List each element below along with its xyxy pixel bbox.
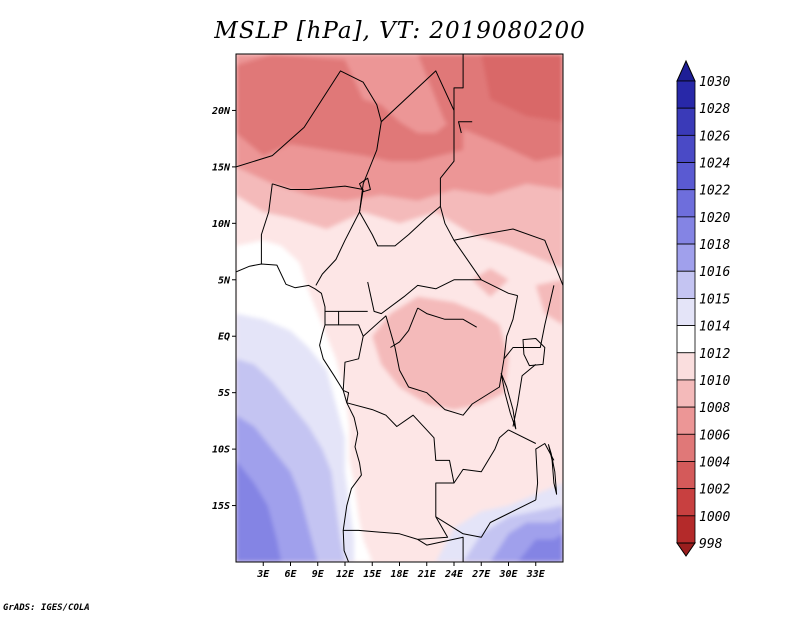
border-line-11: [325, 310, 340, 326]
border-line-16: [435, 499, 537, 538]
lon-tick-label: 3E: [256, 569, 270, 580]
border-line-18: [535, 443, 555, 500]
lat-tick-label: 20N: [211, 106, 231, 117]
low-1006-west: [236, 54, 464, 162]
border-line-1: [380, 70, 455, 207]
lake-chad: [359, 177, 371, 193]
high-1020-core: [236, 460, 282, 562]
colorbar-level-label: 1030: [699, 75, 730, 90]
map-title: MSLP [hPa], VT: 2019080200: [214, 18, 586, 44]
colorbar-segment: [676, 189, 696, 218]
colorbar-top-extension: [676, 59, 696, 82]
lon-tick-label: 12E: [336, 569, 355, 580]
colorbar-segment: [676, 515, 696, 544]
colorbar-level-label: 1004: [699, 455, 730, 470]
lat-tick-label: 15N: [212, 162, 231, 173]
colorbar-segment: [676, 298, 696, 326]
colorbar-bottom-extension: [676, 542, 696, 557]
colorbar-level-label: 1018: [699, 238, 730, 253]
lon-tick-label: 18E: [390, 569, 409, 580]
border-line-23: [343, 389, 350, 403]
lon-tick-label: 21E: [417, 569, 437, 580]
lat-tick-label: 10S: [212, 445, 230, 456]
colorbar-segment: [676, 325, 696, 354]
colorbar-level-label: 1020: [699, 211, 730, 226]
border-line-7: [272, 183, 364, 190]
border-line-4: [453, 228, 563, 286]
lon-tick-label: 27E: [471, 569, 491, 580]
lon-tick-label: 6E: [284, 569, 297, 580]
low-1010-east: [535, 279, 563, 325]
colorbar-segment: [676, 80, 696, 109]
lon-tick-label: 9E: [312, 569, 325, 580]
lon-tick-label: 15E: [363, 569, 382, 580]
atlantic-coastline: [236, 263, 362, 562]
lon-tick-label: 24E: [444, 569, 464, 580]
border-line-14: [343, 402, 455, 540]
lat-tick-label: 5S: [218, 388, 230, 399]
colorbar-level-label: 1016: [699, 265, 730, 280]
lat-tick-label: 10N: [212, 219, 231, 230]
colorbar: 1030 1028 1026 1024 1022 1020 1018 1016 1015 1014…: [676, 59, 730, 557]
low-1004-northeast: [481, 54, 563, 122]
lake-tanganyika: [500, 373, 517, 430]
boundaries-layer: [236, 54, 563, 562]
border-line-2: [453, 54, 464, 111]
colorbar-segment: [676, 107, 696, 136]
colorbar-level-label: 1000: [699, 510, 730, 525]
high-1020-southeast: [517, 533, 563, 562]
colorbar-level-label: 1015: [699, 292, 730, 307]
colorbar-segment: [676, 379, 696, 408]
low-1010-congo: [372, 296, 509, 410]
colorbar-level-label: 1008: [699, 401, 730, 416]
border-line-0: [236, 70, 382, 168]
lat-tick-label: EQ: [218, 332, 230, 343]
colorbar-segment: [676, 243, 696, 272]
colorbar-level-label: 1006: [699, 428, 730, 443]
border-line-19: [508, 429, 537, 444]
lat-tick-label: 15S: [212, 501, 230, 512]
border-line-22: [458, 121, 473, 134]
colorbar-level-label: 1002: [699, 483, 730, 498]
colorbar-segment: [676, 461, 696, 490]
colorbar-segment: [676, 406, 696, 435]
colorbar-segment: [676, 488, 696, 517]
border-line-5: [359, 121, 382, 213]
river-congo-west: [390, 307, 419, 348]
lat-tick-label: 5N: [218, 275, 231, 286]
colorbar-segment: [676, 352, 696, 381]
border-line-8: [315, 211, 360, 286]
grads-credit: GrADS: IGES/COLA: [3, 603, 90, 613]
colorbar-segment: [676, 216, 696, 245]
field-shading: [236, 54, 563, 562]
colorbar-level-label: 1012: [699, 347, 730, 362]
lake-malawi: [548, 444, 558, 495]
lake-victoria: [522, 338, 546, 367]
colorbar-level-label: 1022: [699, 184, 730, 199]
lon-tick-label: 33E: [526, 569, 546, 580]
colorbar-segment: [676, 433, 696, 462]
colorbar-level-label: 1026: [699, 129, 730, 144]
colorbar-level-label: 1010: [699, 374, 730, 389]
low-1010-cafr: [472, 268, 509, 297]
colorbar-level-label: 998: [699, 537, 723, 552]
border-line-12: [338, 324, 364, 391]
colorbar-level-label: 1014: [699, 320, 730, 335]
border-line-9: [367, 279, 482, 315]
colorbar-level-label: 1024: [699, 157, 730, 172]
lon-tick-label: 30E: [498, 569, 518, 580]
border-line-21: [512, 364, 537, 427]
border-line-13: [362, 295, 519, 416]
river-congo: [417, 307, 477, 328]
border-line-15: [453, 429, 509, 484]
border-line-17: [417, 536, 464, 562]
colorbar-segment: [676, 134, 696, 163]
pressure-field-layer: [236, 54, 563, 562]
colorbar-segment: [676, 270, 696, 299]
colorbar-segment: [676, 162, 696, 191]
colorbar-level-label: 1028: [699, 102, 730, 117]
border-line-20: [503, 285, 555, 360]
border-line-6: [260, 183, 273, 264]
